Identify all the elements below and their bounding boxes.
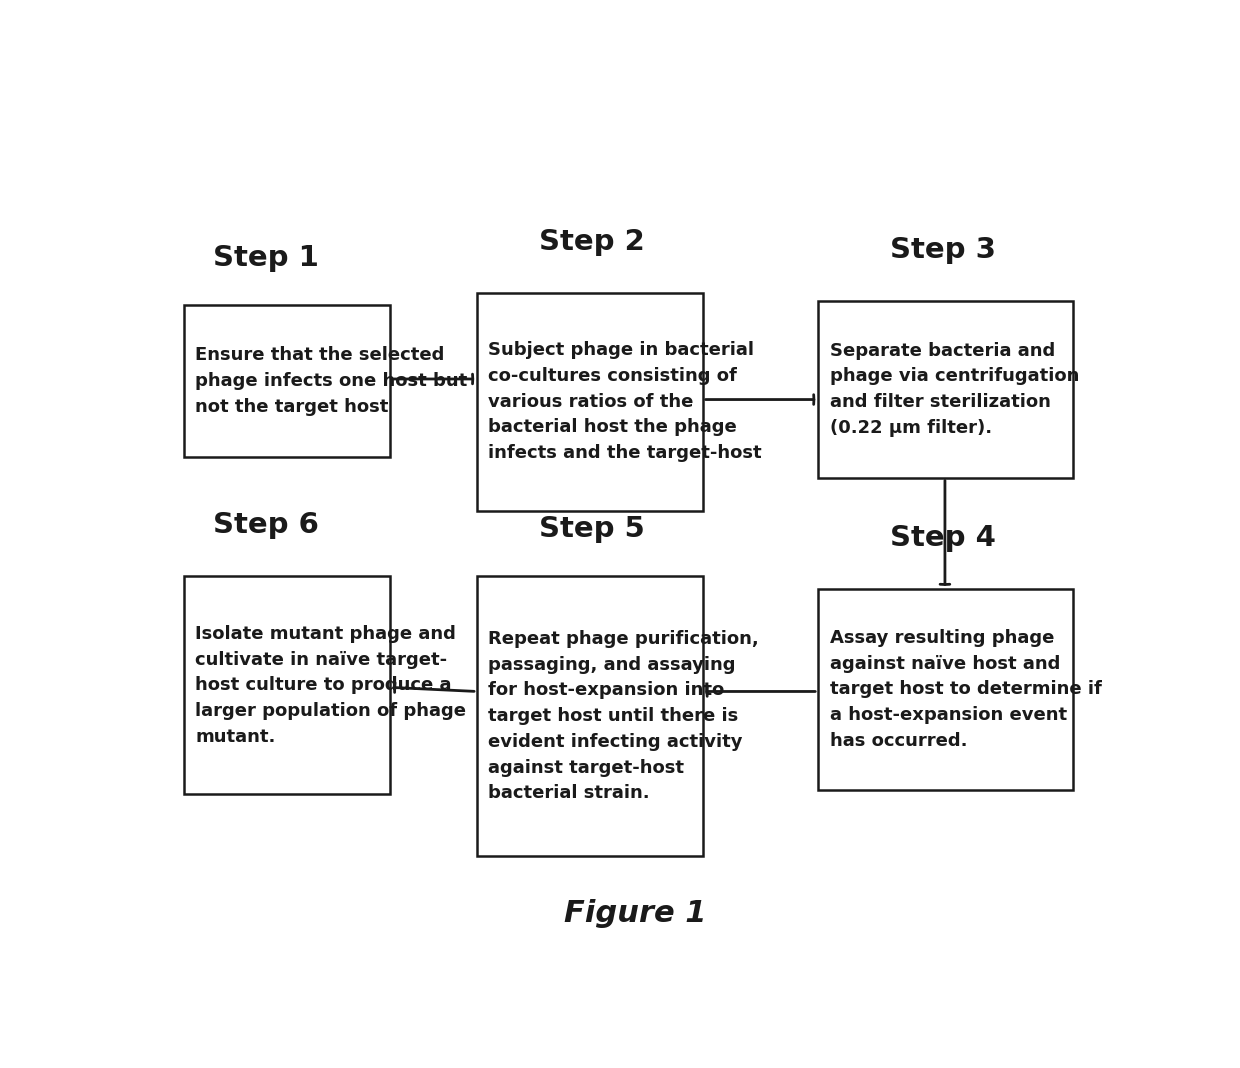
Text: Step 3: Step 3 — [890, 236, 996, 264]
Text: Step 5: Step 5 — [539, 516, 645, 544]
Text: Step 2: Step 2 — [539, 227, 645, 255]
Text: Step 6: Step 6 — [212, 512, 319, 539]
Text: Step 1: Step 1 — [212, 245, 319, 272]
FancyBboxPatch shape — [184, 577, 391, 795]
FancyBboxPatch shape — [818, 301, 1073, 477]
Text: Step 4: Step 4 — [890, 523, 996, 552]
FancyBboxPatch shape — [184, 305, 391, 457]
Text: Separate bacteria and
phage via centrifugation
and filter sterilization
(0.22 μm: Separate bacteria and phage via centrifu… — [830, 342, 1079, 437]
Text: Assay resulting phage
against naïve host and
target host to determine if
a host-: Assay resulting phage against naïve host… — [830, 629, 1101, 750]
FancyBboxPatch shape — [818, 588, 1073, 790]
Text: Subject phage in bacterial
co-cultures consisting of
various ratios of the
bacte: Subject phage in bacterial co-cultures c… — [489, 341, 763, 462]
FancyBboxPatch shape — [477, 293, 703, 511]
FancyBboxPatch shape — [477, 577, 703, 855]
Text: Repeat phage purification,
passaging, and assaying
for host-expansion into
targe: Repeat phage purification, passaging, an… — [489, 630, 759, 802]
Text: Ensure that the selected
phage infects one host but
not the target host: Ensure that the selected phage infects o… — [196, 346, 467, 415]
Text: Isolate mutant phage and
cultivate in naïve target-
host culture to produce a
la: Isolate mutant phage and cultivate in na… — [196, 625, 466, 745]
Text: Figure 1: Figure 1 — [564, 899, 707, 928]
